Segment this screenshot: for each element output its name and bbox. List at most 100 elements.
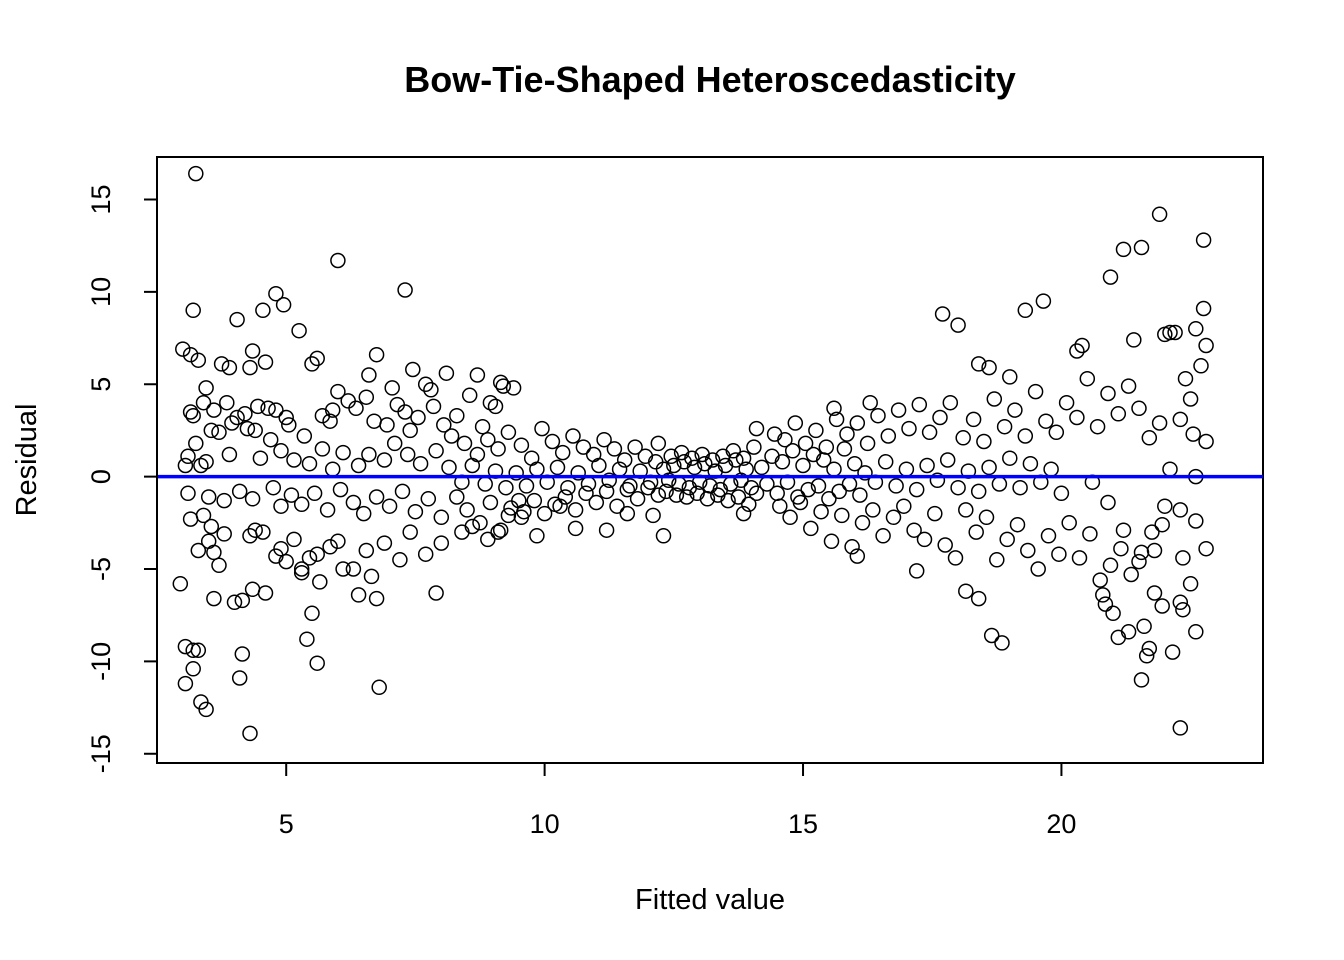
data-point <box>428 585 444 601</box>
data-point <box>469 446 486 463</box>
data-point <box>684 450 700 466</box>
data-point <box>490 441 506 457</box>
data-point <box>464 518 481 535</box>
data-point <box>216 492 232 509</box>
data-point <box>849 415 866 431</box>
data-point <box>1133 239 1150 256</box>
data-point <box>456 435 473 452</box>
data-point <box>831 483 847 500</box>
data-point <box>495 378 512 394</box>
data-point <box>1020 542 1036 559</box>
data-point <box>616 452 633 468</box>
data-point <box>983 627 1000 644</box>
data-point <box>1175 601 1191 618</box>
data-point <box>580 476 597 492</box>
data-point <box>490 524 506 540</box>
data-point <box>769 485 785 502</box>
data-point <box>278 409 294 426</box>
data-point <box>1182 576 1199 592</box>
data-point <box>200 489 217 505</box>
data-point <box>182 404 199 420</box>
data-point <box>1102 269 1119 285</box>
data-point <box>1035 293 1052 309</box>
data-point <box>433 535 450 551</box>
data-point <box>1120 624 1137 640</box>
data-point <box>777 431 793 448</box>
data-point <box>296 428 313 444</box>
data-point <box>557 489 574 505</box>
data-point <box>823 533 840 550</box>
data-point <box>916 531 933 548</box>
data-point <box>234 646 251 662</box>
data-point <box>1038 413 1054 429</box>
data-point <box>180 448 196 465</box>
data-point <box>1027 383 1044 400</box>
data-point <box>1092 572 1108 588</box>
data-point <box>836 441 853 457</box>
data-point <box>449 407 465 424</box>
data-point <box>704 452 721 468</box>
data-point <box>195 507 212 524</box>
data-point <box>265 479 282 496</box>
data-point <box>410 409 426 426</box>
data-point <box>1151 415 1168 431</box>
data-point <box>441 459 457 476</box>
data-point <box>304 356 320 372</box>
data-point <box>939 452 956 468</box>
data-point <box>480 431 496 448</box>
data-point <box>1136 618 1152 635</box>
data-point <box>1017 302 1034 319</box>
data-point <box>175 341 191 357</box>
data-point <box>996 418 1013 435</box>
data-point <box>190 352 207 368</box>
data-point <box>304 605 320 622</box>
data-point <box>1154 516 1170 533</box>
data-point <box>278 553 294 570</box>
data-point <box>206 590 222 607</box>
data-point <box>1115 522 1132 538</box>
data-point <box>1002 369 1018 385</box>
data-point <box>190 542 207 559</box>
data-point <box>345 494 362 511</box>
data-point <box>575 439 592 455</box>
data-point <box>609 498 625 514</box>
data-point <box>981 459 997 476</box>
data-point <box>443 428 460 444</box>
data-point <box>518 478 535 494</box>
data-point <box>828 411 845 428</box>
data-point <box>782 509 798 526</box>
data-point <box>438 365 455 381</box>
data-point <box>242 725 258 742</box>
data-point <box>1051 546 1067 562</box>
data-point <box>402 422 418 439</box>
data-point <box>857 465 873 481</box>
data-point <box>482 394 499 411</box>
data-point <box>213 356 230 372</box>
data-point <box>397 282 413 298</box>
data-point <box>195 394 212 411</box>
data-point <box>423 382 439 398</box>
data-point <box>361 367 377 383</box>
data-point <box>172 576 189 592</box>
data-point <box>239 420 256 437</box>
data-point <box>1188 513 1204 529</box>
data-point <box>273 540 289 557</box>
data-point <box>234 592 251 609</box>
data-point <box>428 443 444 459</box>
data-point <box>206 402 222 418</box>
data-point <box>536 505 553 522</box>
data-point <box>322 539 338 555</box>
data-point <box>389 396 406 413</box>
data-point <box>273 498 289 514</box>
data-point <box>529 461 545 477</box>
data-point <box>358 389 375 405</box>
data-point <box>598 483 615 500</box>
data-point <box>319 502 336 518</box>
data-point <box>229 409 245 426</box>
data-point <box>932 409 948 426</box>
data-point <box>890 402 907 418</box>
data-point <box>697 455 713 472</box>
data-point <box>185 661 201 677</box>
data-point <box>309 546 325 562</box>
data-point <box>650 435 667 452</box>
